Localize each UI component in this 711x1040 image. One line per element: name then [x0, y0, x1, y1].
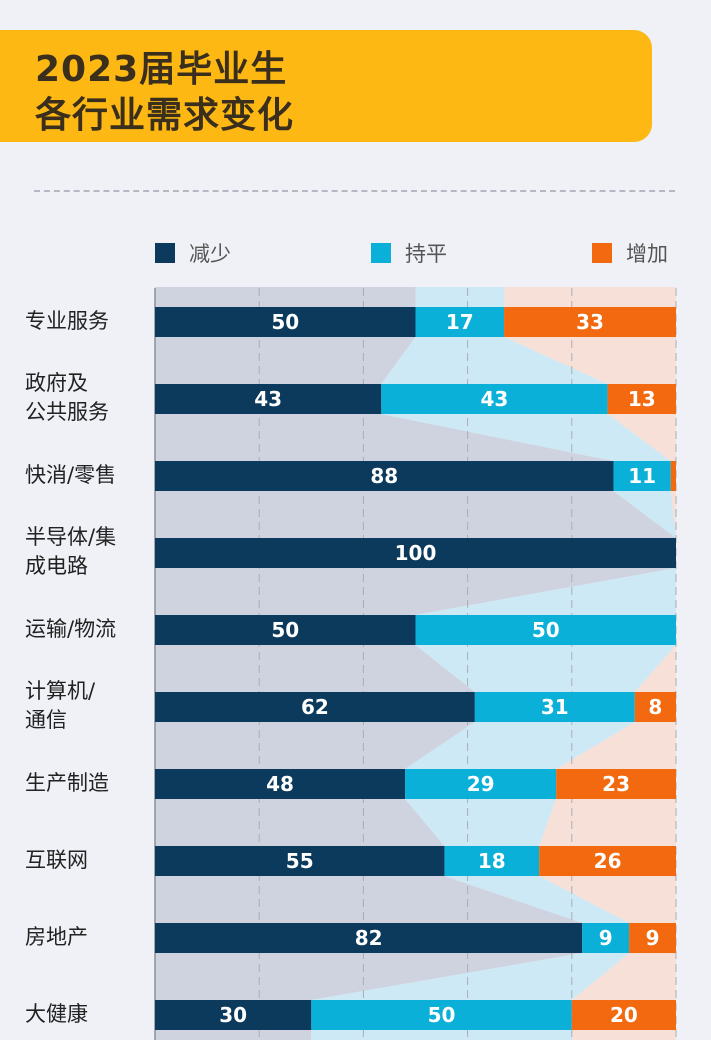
data-label: 17: [446, 310, 474, 334]
legend-label-increase: 增加: [626, 242, 668, 266]
bar-segment-increase: [607, 384, 676, 414]
data-label: 9: [599, 926, 613, 950]
category-label: 互联网: [25, 847, 88, 872]
category-label: 快消/零售: [25, 462, 117, 487]
data-label: 100: [395, 541, 437, 565]
category-label: 生产制造: [25, 770, 109, 795]
bar-segment-decrease: [155, 846, 445, 876]
title-banner: [0, 30, 652, 142]
data-label: 33: [576, 310, 604, 334]
bar-segment-flat: [613, 461, 671, 491]
legend-swatch-flat: [371, 243, 391, 263]
data-label: 29: [467, 772, 495, 796]
bar-segment-increase: [539, 846, 676, 876]
bar-segment-decrease: [155, 769, 406, 799]
legend-flat: 持平: [371, 240, 447, 266]
category-label: 专业服务: [25, 308, 109, 333]
bar-segment-decrease: [155, 1000, 312, 1030]
bar-segment-increase: [556, 769, 676, 799]
data-label: 55: [286, 849, 314, 873]
bar-segment-decrease: [155, 923, 583, 953]
category-label: 半导体/集 成电路: [25, 525, 117, 578]
data-label: 43: [481, 387, 509, 411]
data-label: 11: [628, 464, 656, 488]
bar-segment-increase: [571, 1000, 676, 1030]
bar-segment-decrease: [155, 538, 676, 568]
legend-increase: 增加: [592, 240, 668, 266]
bar-segment-increase: [504, 307, 676, 337]
bar-segment-increase: [634, 692, 676, 722]
category-label: 政府及 公共服务: [25, 371, 109, 424]
bar-segment-decrease: [155, 615, 416, 645]
area-band-flat: [311, 287, 676, 1040]
data-label: 50: [428, 1003, 456, 1027]
bar-segment-flat: [415, 615, 676, 645]
legend-decrease: 减少: [155, 240, 231, 266]
divider: [34, 190, 675, 192]
bar-segment-decrease: [155, 692, 475, 722]
title-line-1: 2023届毕业生: [35, 49, 288, 90]
legend-swatch-decrease: [155, 243, 175, 263]
data-label: 50: [271, 310, 299, 334]
bar-segment-flat: [405, 769, 557, 799]
bar-segment-increase: [629, 923, 676, 953]
bar-segment-flat: [474, 692, 635, 722]
data-label: 43: [254, 387, 282, 411]
bar-segment-decrease: [155, 307, 416, 337]
data-label: 18: [478, 849, 506, 873]
data-label: 88: [370, 464, 398, 488]
bar-segment-decrease: [155, 384, 382, 414]
legend-swatch-increase: [592, 243, 612, 263]
data-label: 8: [648, 695, 662, 719]
data-label: 82: [355, 926, 383, 950]
data-label: 9: [646, 926, 660, 950]
bar-segment-flat: [582, 923, 630, 953]
category-label: 房地产: [25, 924, 88, 949]
bar-segment-flat: [381, 384, 608, 414]
data-label: 48: [266, 772, 294, 796]
data-label: 30: [219, 1003, 247, 1027]
bar-segment-flat: [311, 1000, 572, 1030]
data-label: 50: [532, 618, 560, 642]
category-label: 大健康: [25, 1001, 88, 1026]
category-label: 运输/物流: [25, 616, 117, 641]
data-label: 13: [628, 387, 656, 411]
legend-label-decrease: 减少: [189, 242, 231, 266]
data-label: 50: [271, 618, 299, 642]
bar-segment-flat: [444, 846, 540, 876]
legend-label-flat: 持平: [405, 242, 447, 266]
data-label: 62: [301, 695, 329, 719]
bar-segment-decrease: [155, 461, 614, 491]
title-line-2: 各行业需求变化: [35, 95, 295, 136]
bar-segment-increase: [670, 461, 676, 491]
category-label: 计算机/通信: [25, 679, 96, 732]
data-label: 26: [594, 849, 622, 873]
data-label: 20: [610, 1003, 638, 1027]
data-label: 31: [541, 695, 569, 719]
data-label: 23: [602, 772, 630, 796]
bar-segment-flat: [415, 307, 505, 337]
